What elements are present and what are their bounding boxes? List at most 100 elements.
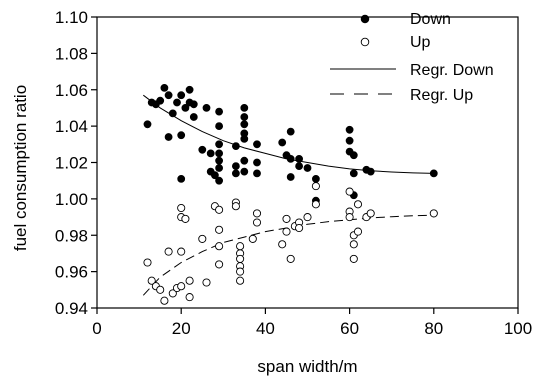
data-point-up bbox=[215, 260, 224, 269]
data-point-up bbox=[160, 296, 169, 305]
data-point-down bbox=[231, 142, 240, 150]
data-point-up bbox=[349, 254, 358, 263]
data-point-up bbox=[282, 214, 291, 223]
data-point-down bbox=[286, 173, 295, 181]
data-point-up bbox=[177, 247, 186, 256]
data-point-up bbox=[177, 203, 186, 213]
data-point-down bbox=[215, 122, 223, 130]
data-point-down bbox=[240, 134, 249, 143]
data-point-up bbox=[311, 182, 320, 191]
data-point-down bbox=[429, 169, 438, 178]
data-point-down bbox=[231, 162, 240, 170]
data-point-down bbox=[366, 167, 375, 176]
y-tick-label: 0.98 bbox=[55, 226, 88, 245]
data-point-down bbox=[202, 104, 211, 112]
data-point-up bbox=[429, 209, 438, 218]
data-point-up bbox=[168, 289, 177, 298]
data-point-down bbox=[240, 120, 249, 129]
data-point-up bbox=[252, 218, 262, 227]
x-tick-label: 0 bbox=[92, 319, 101, 338]
data-point-up bbox=[177, 282, 186, 291]
data-point-down bbox=[215, 176, 223, 185]
data-point-down bbox=[189, 100, 198, 109]
data-point-down bbox=[240, 113, 249, 121]
legend-item-down: Down bbox=[360, 11, 451, 28]
data-point-up bbox=[353, 200, 363, 209]
y-tick-label: 1.10 bbox=[55, 8, 88, 27]
x-tick-label: 80 bbox=[424, 319, 443, 338]
data-point-down bbox=[173, 98, 181, 107]
x-tick-label: 60 bbox=[340, 319, 359, 338]
y-tick-label: 0.94 bbox=[55, 299, 88, 318]
y-tick-label: 0.96 bbox=[55, 263, 88, 282]
data-point-up bbox=[236, 254, 245, 263]
data-point-up bbox=[215, 225, 224, 234]
data-point-down bbox=[311, 174, 320, 183]
legend-marker bbox=[360, 14, 370, 24]
data-point-down bbox=[231, 169, 240, 178]
data-point-down bbox=[345, 125, 354, 134]
data-point-up bbox=[147, 276, 156, 285]
data-point-down bbox=[215, 164, 223, 172]
data-point-down bbox=[349, 151, 358, 160]
data-point-down bbox=[253, 140, 261, 149]
data-point-down bbox=[210, 171, 219, 180]
data-point-down bbox=[278, 138, 287, 147]
data-point-up bbox=[366, 209, 375, 218]
data-point-down bbox=[240, 104, 249, 112]
y-tick-label: 1.08 bbox=[55, 44, 88, 63]
data-point-down bbox=[253, 169, 261, 178]
data-point-up bbox=[345, 187, 354, 196]
data-point-up bbox=[248, 234, 257, 243]
data-point-down bbox=[177, 174, 186, 183]
data-point-up bbox=[345, 213, 354, 222]
data-point-up bbox=[236, 242, 245, 251]
data-point-down bbox=[164, 91, 173, 100]
data-point-up bbox=[215, 205, 224, 214]
data-point-down bbox=[215, 156, 223, 165]
data-point-up bbox=[181, 214, 190, 223]
data-point-down bbox=[177, 131, 186, 140]
data-point-up bbox=[215, 242, 224, 251]
legend-item-regr-up: Regr. Up bbox=[330, 87, 473, 104]
data-point-down bbox=[303, 164, 312, 172]
data-point-up bbox=[231, 202, 240, 211]
legend-label: Regr. Up bbox=[410, 87, 473, 104]
data-point-down bbox=[240, 156, 249, 165]
data-point-up bbox=[353, 227, 363, 236]
y-axis-title: fuel consumption ratio bbox=[11, 85, 30, 251]
y-tick-label: 1.04 bbox=[55, 117, 88, 136]
data-point-down bbox=[181, 104, 190, 112]
data-point-up bbox=[156, 285, 165, 294]
x-tick-label: 100 bbox=[504, 319, 532, 338]
x-axis-title: span width/m bbox=[257, 357, 357, 376]
data-point-up bbox=[282, 227, 291, 236]
legend-label: Down bbox=[410, 11, 451, 28]
data-point-down bbox=[177, 91, 186, 100]
legend-item-regr-down: Regr. Down bbox=[330, 62, 494, 79]
data-point-up bbox=[311, 200, 320, 209]
data-point-up bbox=[303, 213, 312, 222]
legend-item-up: Up bbox=[360, 34, 431, 51]
legend-label: Regr. Down bbox=[410, 62, 494, 79]
data-point-down bbox=[215, 140, 223, 149]
data-point-up bbox=[198, 234, 207, 243]
data-point-down bbox=[185, 85, 194, 94]
data-point-down bbox=[286, 127, 295, 136]
y-tick-label: 1.00 bbox=[55, 190, 88, 209]
data-point-down bbox=[164, 133, 173, 141]
data-point-down bbox=[240, 167, 249, 176]
data-point-down bbox=[286, 154, 295, 163]
data-point-down bbox=[345, 136, 354, 145]
data-point-up bbox=[286, 254, 295, 263]
data-point-down bbox=[143, 120, 152, 129]
x-tick-label: 20 bbox=[172, 319, 191, 338]
legend-label: Up bbox=[410, 34, 431, 51]
data-point-down bbox=[215, 107, 223, 116]
data-point-down bbox=[295, 154, 303, 163]
data-point-up bbox=[164, 247, 173, 256]
data-point-up bbox=[143, 258, 152, 267]
data-point-down bbox=[168, 109, 177, 118]
data-point-down bbox=[206, 149, 215, 158]
